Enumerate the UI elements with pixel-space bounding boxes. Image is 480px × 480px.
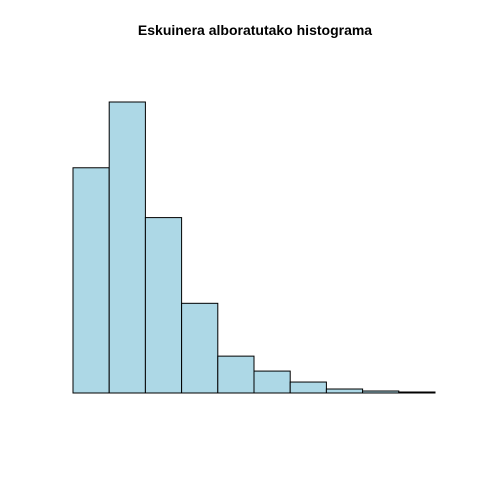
histogram-bar-2 (108, 101, 146, 394)
histogram-bar-8 (325, 388, 364, 394)
histogram-bar-5 (217, 355, 255, 394)
histogram-bar-3 (144, 217, 183, 394)
histogram-bar-9 (362, 390, 400, 394)
histogram-bar-4 (181, 302, 219, 394)
chart-title: Eskuinera alboratutako histograma (138, 22, 372, 38)
histogram-bar-1 (72, 167, 110, 394)
histogram-bar-6 (253, 370, 291, 394)
histogram-bars (72, 101, 436, 394)
histogram-bar-7 (289, 381, 327, 394)
histogram-bar-10 (398, 391, 436, 394)
